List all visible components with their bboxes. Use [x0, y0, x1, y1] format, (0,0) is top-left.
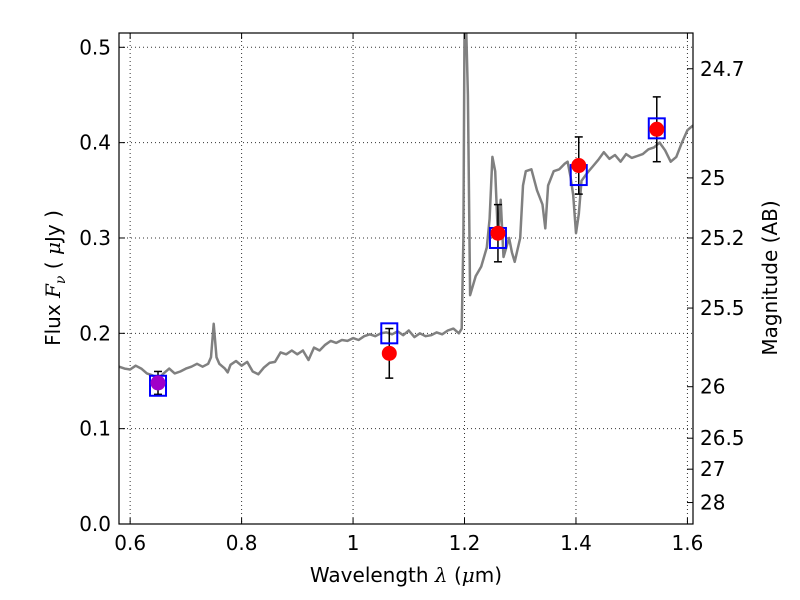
- y-tick-label: 0.5: [79, 35, 111, 59]
- spectrum-layer: [119, 33, 693, 381]
- observed-point: [381, 345, 397, 361]
- x-tick-label: 1.2: [449, 531, 481, 555]
- y-axis-F: F: [41, 283, 65, 299]
- model-point-square: [647, 117, 666, 140]
- x-tick-label: 0.8: [226, 531, 258, 555]
- marker-layer: [149, 117, 666, 397]
- x-axis-title: Wavelength λ (μm): [310, 563, 502, 587]
- observed-point: [150, 375, 166, 391]
- y-tick-label: 0.0: [79, 512, 111, 536]
- x-tick-label: 0.6: [114, 531, 146, 555]
- y-tick-label: 0.2: [79, 321, 111, 345]
- y2-tick-label: 27: [700, 457, 725, 481]
- y2-axis-title: Magnitude (AB): [758, 200, 782, 355]
- tick-layer: 0.6 0.8 1 1.2 1.4 1.6 0.0 0.1 0.2 0.3 0.4 0.5 24.7 25…: [79, 33, 745, 555]
- y-tick-label: 0.4: [79, 131, 111, 155]
- y2-tick-label: 28: [700, 491, 725, 515]
- y2-tick-label: 25.2: [700, 226, 745, 250]
- y2-tick-label: 25: [700, 166, 725, 190]
- x-tick-label: 1: [347, 531, 360, 555]
- plot-frame: [118, 32, 694, 525]
- x-tick-label: 1.4: [560, 531, 592, 555]
- observed-point: [649, 121, 665, 137]
- x-axis-lambda: λ: [434, 563, 448, 587]
- y2-tick-label: 26.5: [700, 426, 745, 450]
- observed-point: [490, 225, 506, 241]
- observed-point: [571, 158, 587, 174]
- grid: [119, 33, 693, 525]
- model-point-square: [380, 322, 399, 345]
- y2-tick-label: 26: [700, 375, 725, 399]
- errorbar-layer: [154, 96, 661, 396]
- y2-tick-label: 25.5: [700, 296, 745, 320]
- x-tick-label: 1.6: [672, 531, 704, 555]
- y-tick-label: 0.3: [79, 226, 111, 250]
- spectrum-line: [119, 33, 693, 381]
- y-axis-nu: ν: [53, 275, 69, 284]
- y2-tick-label: 24.7: [700, 57, 745, 81]
- y-axis-title: Flux Fν ( μJy ): [41, 210, 69, 346]
- y-tick-label: 0.1: [79, 417, 111, 441]
- x-axis-mu: μ: [462, 563, 475, 587]
- y-axis-mu: μ: [41, 242, 65, 255]
